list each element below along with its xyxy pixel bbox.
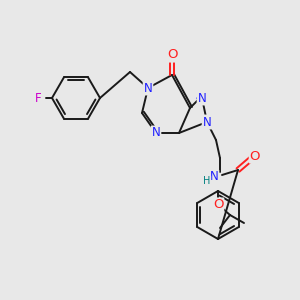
Text: N: N [198,92,206,104]
Text: F: F [35,92,41,104]
Text: O: O [250,149,260,163]
Text: N: N [144,82,152,94]
Text: N: N [152,127,160,140]
Text: O: O [167,49,177,62]
Text: N: N [210,170,218,184]
Text: O: O [213,199,223,212]
Text: N: N [202,116,211,128]
Text: H: H [203,176,211,186]
